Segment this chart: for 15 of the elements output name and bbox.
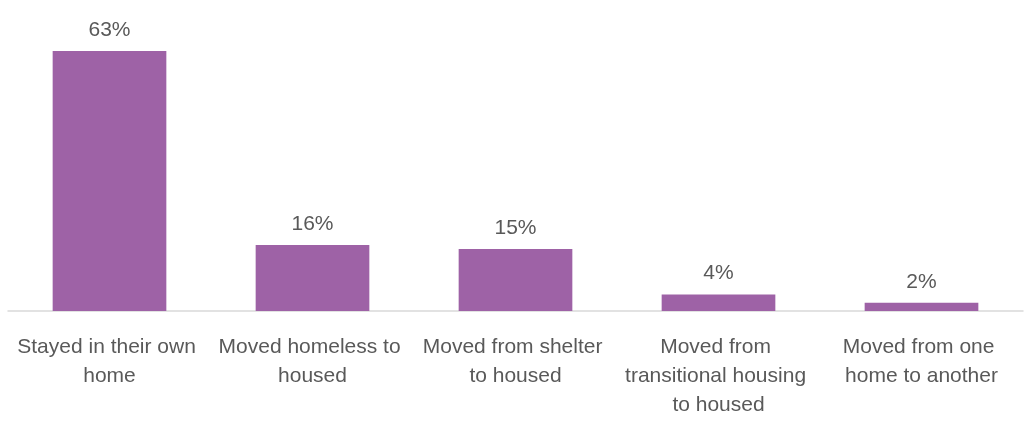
x-tick-label: Stayed in their own home [17,334,202,386]
x-tick-label: Moved from one home to another [842,334,1001,386]
bar [661,294,776,311]
bar [864,302,979,311]
bar [52,50,167,311]
bar [255,244,370,311]
x-tick-label: Moved from transitional housing to housed [625,334,812,415]
data-label: 16% [291,210,334,234]
bar [458,249,573,311]
data-label: 15% [494,215,537,239]
x-tick-label: Moved homeless to housed [218,334,407,386]
data-label: 2% [906,268,937,292]
data-label: 4% [703,260,734,284]
data-label: 63% [88,16,131,40]
x-tick-label: Moved from shelter to housed [422,334,609,386]
